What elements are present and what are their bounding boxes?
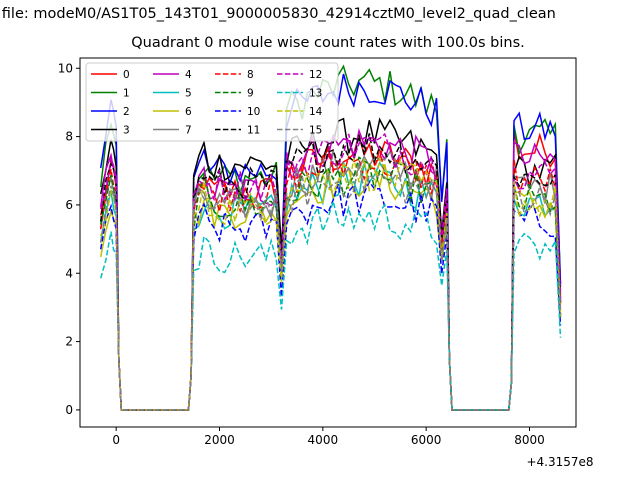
x-tick-label: 8000: [514, 433, 545, 447]
legend-label: 8: [247, 69, 254, 81]
legend-label: 9: [247, 88, 254, 100]
x-tick-label: 4000: [308, 433, 339, 447]
series-line-12: [99, 132, 562, 411]
legend-label: 7: [185, 125, 192, 137]
series-line-9: [99, 156, 562, 411]
x-tick-label: 2000: [204, 433, 235, 447]
legend-label: 4: [185, 69, 192, 81]
legend-label: 3: [123, 125, 130, 137]
legend-label: 5: [185, 88, 192, 100]
x-offset-label: +4.3157e8: [526, 455, 593, 469]
y-tick-label: 10: [58, 61, 73, 75]
legend-label: 14: [309, 106, 323, 118]
y-tick-label: 2: [65, 335, 73, 349]
legend-label: 10: [247, 106, 260, 118]
series-line-13: [99, 198, 562, 411]
series-line-11: [99, 133, 562, 411]
y-tick-label: 6: [65, 198, 73, 212]
series-layer: [99, 64, 562, 411]
legend-label: 6: [185, 106, 192, 118]
legend-label: 0: [123, 69, 130, 81]
y-tick-label: 0: [65, 403, 73, 417]
figure-suptitle: h file: modeM0/AS1T05_143T01_9000005830_…: [0, 6, 556, 22]
y-tick-label: 8: [65, 130, 73, 144]
legend-label: 12: [309, 69, 322, 81]
legend-label: 15: [309, 125, 322, 137]
series-line-10: [99, 180, 562, 411]
series-line-15: [99, 161, 562, 411]
legend-label: 13: [309, 88, 322, 100]
legend-box: [85, 62, 339, 142]
series-line-14: [99, 156, 562, 411]
chart-title: Quadrant 0 module wise count rates with …: [131, 35, 525, 51]
x-tick-label: 0: [112, 433, 120, 447]
axes-frame: [79, 57, 577, 428]
series-line-5: [99, 161, 562, 411]
x-tick-label: 6000: [411, 433, 442, 447]
legend-label: 1: [123, 88, 130, 100]
legend-label: 11: [247, 125, 260, 137]
series-line-6: [99, 162, 562, 411]
y-tick-label: 4: [65, 266, 73, 280]
legend-label: 2: [123, 106, 130, 118]
